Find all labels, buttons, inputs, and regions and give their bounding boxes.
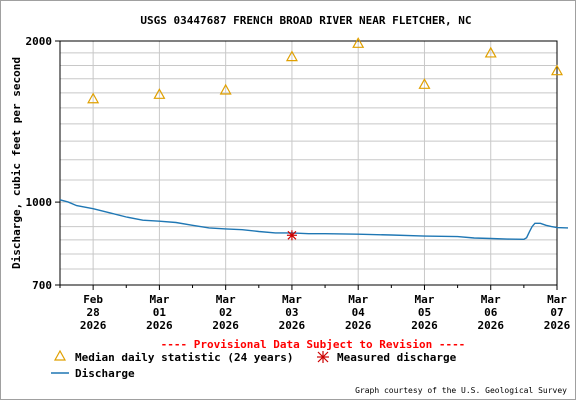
x-tick-label: 2026 xyxy=(544,319,571,332)
y-axis-label: Discharge, cubic feet per second xyxy=(10,57,23,269)
x-tick-label: 28 xyxy=(87,306,100,319)
median-marker xyxy=(352,37,365,48)
x-tick-label: Feb xyxy=(83,293,103,306)
median-marker xyxy=(87,92,100,104)
x-tick-label: Mar xyxy=(415,293,435,306)
y-tick-label: 1000 xyxy=(26,196,53,209)
x-tick-label: 2026 xyxy=(345,319,372,332)
x-axis-ticks: Feb282026Mar012026Mar022026Mar032026Mar0… xyxy=(59,285,571,332)
legend-median-marker xyxy=(53,349,67,361)
median-marker xyxy=(418,78,431,89)
median-marker xyxy=(550,64,564,76)
usgs-credit: Graph courtesy of the U.S. Geological Su… xyxy=(355,386,567,395)
x-tick-label: Mar xyxy=(547,293,567,306)
x-tick-label: 2026 xyxy=(477,319,504,332)
x-tick-label: 02 xyxy=(219,306,232,319)
x-tick-label: 2026 xyxy=(279,319,306,332)
x-tick-label: 2026 xyxy=(146,319,173,332)
chart-title: USGS 03447687 FRENCH BROAD RIVER NEAR FL… xyxy=(140,14,471,27)
x-tick-label: Mar xyxy=(348,293,368,306)
legend-discharge-label: Discharge xyxy=(75,367,135,380)
x-tick-label: 06 xyxy=(484,306,498,319)
plot-area xyxy=(59,40,558,286)
y-tick-label: 2000 xyxy=(26,35,53,48)
legend: Median daily statistic (24 years) Measur… xyxy=(51,349,457,380)
x-tick-label: Mar xyxy=(216,293,236,306)
y-axis-ticks: 700 1000 2000 xyxy=(26,35,60,292)
x-tick-label: 01 xyxy=(153,306,167,319)
legend-median-label: Median daily statistic (24 years) xyxy=(75,351,294,364)
x-tick-label: 03 xyxy=(285,306,298,319)
median-marker xyxy=(153,88,166,99)
x-tick-label: 05 xyxy=(418,306,431,319)
x-tick-label: 2026 xyxy=(411,319,438,332)
x-tick-label: 2026 xyxy=(80,319,107,332)
series-layer xyxy=(59,37,569,241)
x-tick-label: Mar xyxy=(282,293,302,306)
discharge-line xyxy=(59,199,569,241)
legend-measured-label: Measured discharge xyxy=(337,351,457,364)
x-tick-label: 2026 xyxy=(212,319,239,332)
legend-measured-marker xyxy=(317,351,329,363)
measured-marker xyxy=(286,230,297,241)
y-tick-label: 700 xyxy=(32,279,52,292)
provisional-note: ---- Provisional Data Subject to Revisio… xyxy=(161,338,466,351)
x-tick-label: 07 xyxy=(550,306,563,319)
median-marker xyxy=(285,50,298,62)
median-marker xyxy=(219,83,232,95)
x-tick-label: Mar xyxy=(481,293,501,306)
median-marker xyxy=(484,46,497,58)
x-tick-label: 04 xyxy=(352,306,366,319)
x-tick-label: Mar xyxy=(149,293,169,306)
grid-lines xyxy=(60,41,558,285)
